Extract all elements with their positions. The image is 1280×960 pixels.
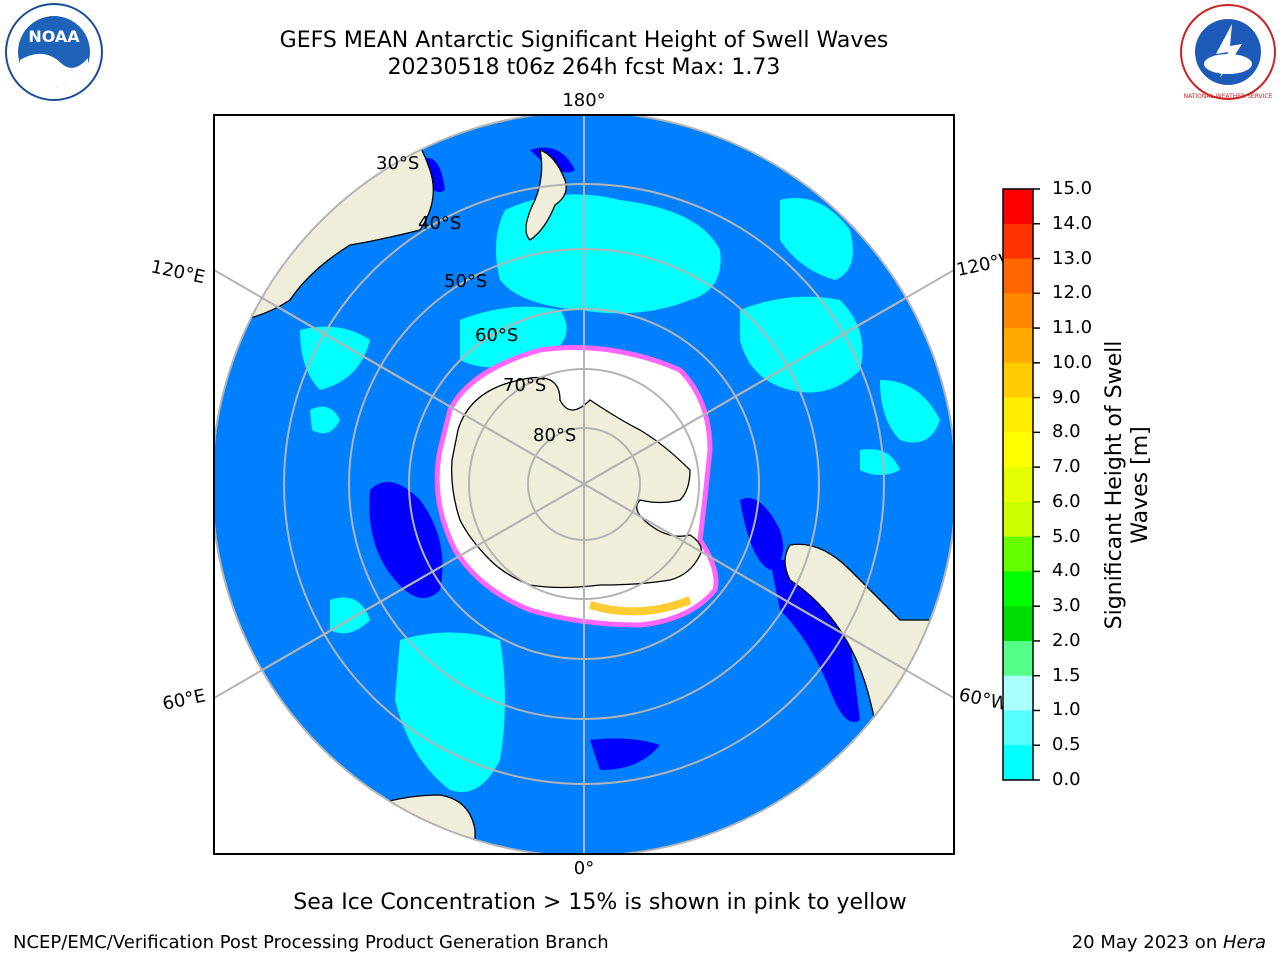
colorbar-tick-label: 7.0 xyxy=(1052,456,1081,478)
sea-ice-note: Sea Ice Concentration > 15% is shown in … xyxy=(293,890,907,915)
colorbar-segment xyxy=(1003,606,1033,642)
lat-label-60s: 60°S xyxy=(475,325,518,346)
graticule xyxy=(214,115,954,854)
colorbar-tick-label: 4.0 xyxy=(1052,560,1081,582)
lat-label-40s: 40°S xyxy=(418,213,461,234)
low-swell-area xyxy=(300,147,860,770)
colorbar-tick-label: 10.0 xyxy=(1052,351,1093,373)
colorbar-tick-label: 9.0 xyxy=(1052,386,1081,408)
colorbar-segment xyxy=(1003,501,1033,538)
colorbar xyxy=(1003,188,1040,781)
colorbar-tick-label: 13.0 xyxy=(1052,247,1093,269)
lat-label-80s: 80°S xyxy=(533,425,576,446)
colorbar-segment xyxy=(1003,328,1033,364)
colorbar-segment xyxy=(1003,710,1033,746)
lon-label-120e: 120°E xyxy=(149,256,207,288)
colorbar-segment xyxy=(1003,536,1033,572)
colorbar-frame xyxy=(1002,188,1034,781)
colorbar-segment xyxy=(1003,467,1033,503)
ice-edge-yellow xyxy=(588,596,692,616)
footer-date-text: 20 May 2023 on xyxy=(1071,932,1223,953)
colorbar-segment xyxy=(1003,745,1033,781)
colorbar-segment xyxy=(1003,432,1033,468)
map-frame xyxy=(213,114,955,855)
lon-label-60e: 60°E xyxy=(161,685,208,715)
colorbar-tick-label: 1.0 xyxy=(1052,699,1081,721)
colorbar-segment xyxy=(1003,258,1033,294)
antarctica xyxy=(451,376,702,589)
forecast-subtitle: 20230518 t06z 264h fcst Max: 1.73 xyxy=(387,55,781,80)
colorbar-segment xyxy=(1003,675,1033,711)
colorbar-segment xyxy=(1003,571,1033,607)
colorbar-tick-label: 8.0 xyxy=(1052,421,1081,443)
lon-label-0: 0° xyxy=(574,858,594,879)
lon-label-60w: 60°W xyxy=(957,684,1010,715)
colorbar-segment xyxy=(1003,223,1033,260)
svg-text:NATIONAL WEATHER SERVICE: NATIONAL WEATHER SERVICE xyxy=(1184,93,1273,100)
footer-host: Hera xyxy=(1222,932,1266,953)
colorbar-tick-label: 2.0 xyxy=(1052,629,1081,651)
colorbar-tick-label: 0.5 xyxy=(1052,734,1081,756)
high-swell-area xyxy=(300,194,940,792)
colorbar-tick-label: 5.0 xyxy=(1052,525,1081,547)
svg-text:NOAA: NOAA xyxy=(28,27,80,46)
colorbar-segment xyxy=(1003,362,1033,399)
colorbar-tick-label: 3.0 xyxy=(1052,595,1081,617)
colorbar-title: Significant Height of Swell Waves [m] xyxy=(1102,340,1153,630)
colorbar-tick-label: 0.0 xyxy=(1052,769,1081,790)
colorbar-tick-label: 1.5 xyxy=(1052,664,1081,686)
colorbar-tick-label: 11.0 xyxy=(1052,317,1093,339)
lat-label-30s: 30°S xyxy=(376,153,419,174)
nws-logo-icon: NATIONAL WEATHER SERVICE xyxy=(1180,4,1276,100)
lat-label-50s: 50°S xyxy=(444,271,487,292)
colorbar-segment xyxy=(1003,640,1033,677)
footer-date: 20 May 2023 on Hera xyxy=(1072,932,1266,953)
colorbar-tick-label: 15.0 xyxy=(1052,178,1093,199)
map-title: GEFS MEAN Antarctic Significant Height o… xyxy=(279,28,889,53)
colorbar-tick-label: 6.0 xyxy=(1052,490,1081,512)
colorbar-segment xyxy=(1003,293,1033,329)
colorbar-segment xyxy=(1003,189,1033,225)
lat-label-70s: 70°S xyxy=(503,375,546,396)
footer-organization: NCEP/EMC/Verification Post Processing Pr… xyxy=(13,932,609,953)
colorbar-tick-label: 14.0 xyxy=(1052,212,1093,234)
colorbar-tick-label: 12.0 xyxy=(1052,282,1093,304)
lon-label-180: 180° xyxy=(562,90,605,111)
colorbar-segment xyxy=(1003,397,1033,433)
noaa-logo-icon: NOAA xyxy=(5,3,103,101)
